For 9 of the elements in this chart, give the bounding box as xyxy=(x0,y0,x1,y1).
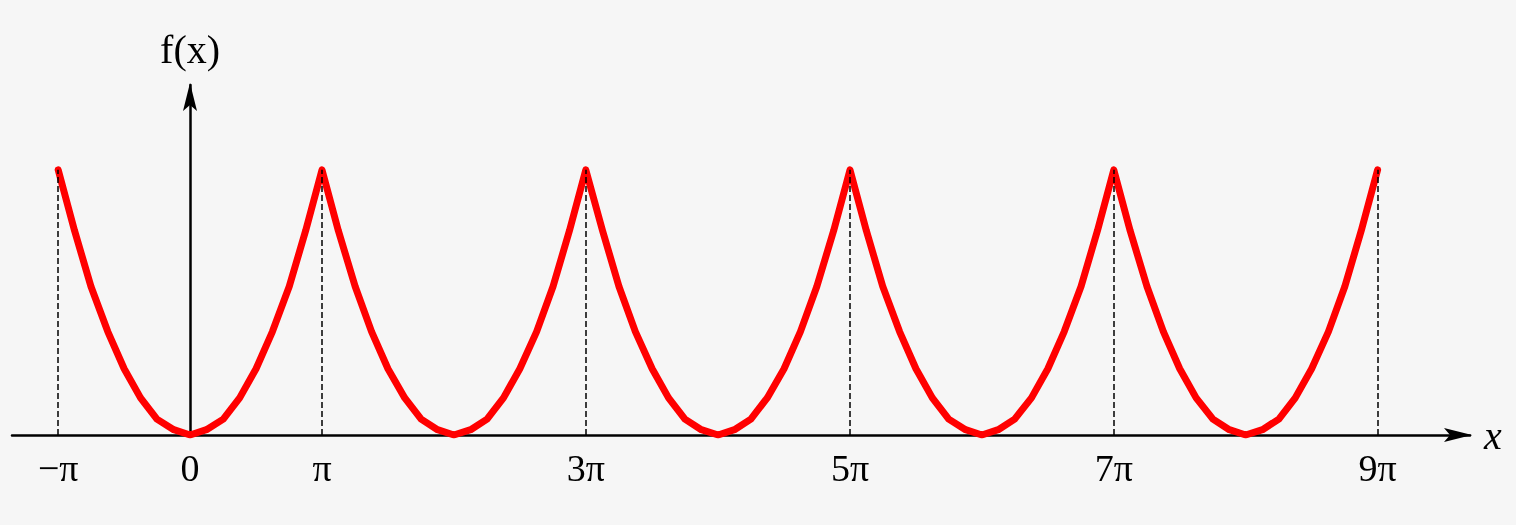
x-tick-label: 7π xyxy=(1094,447,1133,489)
x-axis-title: x xyxy=(1483,412,1502,458)
y-axis-title: f(x) xyxy=(160,26,221,72)
x-tick-label: −π xyxy=(37,447,79,489)
x-tick-label: 0 xyxy=(180,447,200,489)
x-tick-label: 3π xyxy=(566,447,605,489)
x-tick-label: 9π xyxy=(1358,447,1397,489)
x-tick-label: 5π xyxy=(830,447,870,489)
x-tick-label: π xyxy=(312,447,332,489)
